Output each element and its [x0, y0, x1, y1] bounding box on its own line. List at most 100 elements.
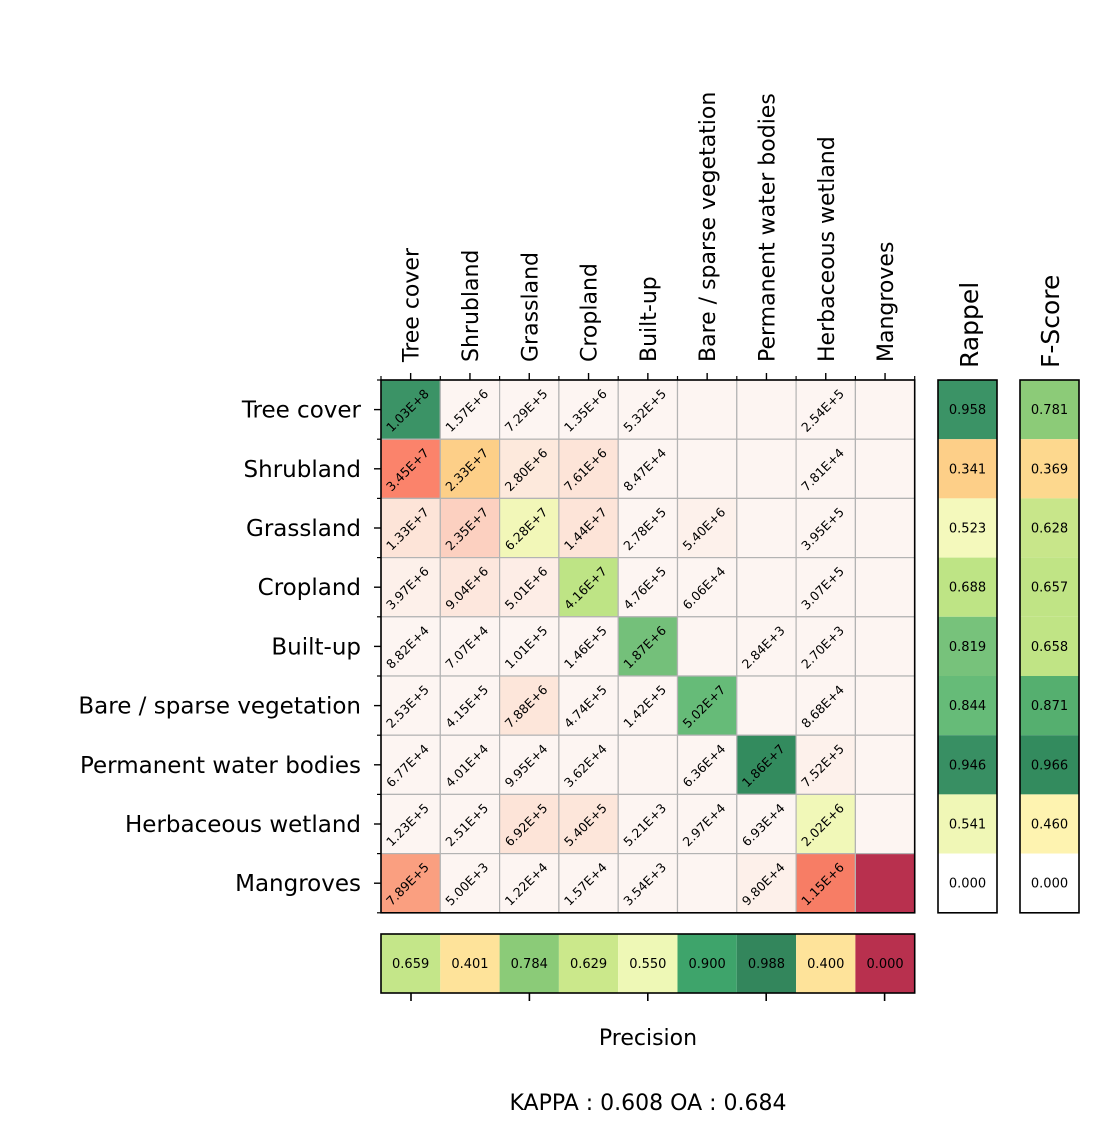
matrix-cell	[854, 438, 916, 500]
matrix-cell	[558, 616, 619, 677]
matrix-cell	[854, 852, 916, 914]
precision-value: 0.988	[748, 957, 785, 972]
precision-cell	[499, 934, 559, 993]
rappel-value: 0.946	[949, 758, 986, 773]
col-label-herbaceous-wetland: Herbaceous wetland	[815, 136, 840, 362]
col-label-shrubland: Shrubland	[459, 250, 484, 362]
confusion-matrix: 1.03E+8 1.57E+6 7.29E+5 1.35E+6 5.32E+5 2.54E…	[78, 92, 916, 914]
row-label-built-up: Built-up	[271, 634, 361, 660]
matrix-cell	[676, 438, 738, 500]
matrix-cell	[617, 734, 679, 796]
matrix-cell	[380, 556, 441, 618]
precision-cell	[558, 934, 619, 993]
matrix-cell	[439, 793, 501, 855]
matrix-cell	[439, 675, 501, 736]
matrix-cell	[854, 793, 916, 855]
fscore-cell	[1020, 439, 1079, 499]
rappel-cell	[938, 794, 997, 854]
rappel-title: Rappel	[955, 282, 984, 368]
row-label-tree-cover: Tree cover	[241, 398, 362, 424]
fscore-value: 0.628	[1031, 522, 1068, 537]
rappel-value: 0.341	[949, 462, 986, 477]
fscore-value: 0.966	[1031, 758, 1068, 773]
row-label-grassland: Grassland	[246, 516, 361, 542]
fscore-cell	[1020, 735, 1079, 795]
col-label-grassland: Grassland	[518, 252, 543, 362]
fscore-value: 0.658	[1031, 640, 1068, 655]
rappel-value: 0.523	[949, 522, 986, 537]
matrix-cell	[380, 616, 441, 677]
matrix-cell	[499, 675, 560, 736]
matrix-cell	[617, 497, 679, 559]
precision-value: 0.000	[866, 957, 903, 972]
precision-value: 0.900	[689, 957, 726, 972]
rappel-cell	[938, 853, 997, 913]
matrix-cell	[676, 556, 738, 618]
matrix-cell	[617, 793, 679, 855]
rappel-cell	[938, 380, 997, 440]
rappel-value: 0.000	[949, 877, 986, 892]
matrix-cell	[854, 675, 916, 736]
matrix-cell	[736, 675, 797, 736]
matrix-cell	[499, 793, 560, 855]
rappel-frame	[937, 379, 998, 914]
rappel-cell	[938, 439, 997, 499]
row-label-herbaceous-wetland: Herbaceous wetland	[125, 812, 361, 838]
matrix-cell	[736, 497, 797, 559]
rappel-value: 0.688	[949, 581, 986, 596]
fscore-cell	[1020, 557, 1079, 617]
matrix-cell	[499, 438, 560, 500]
col-label-cropland: Cropland	[578, 263, 603, 362]
rappel-value: 0.541	[949, 818, 986, 833]
matrix-cell	[380, 379, 441, 440]
rappel-value: 0.844	[949, 699, 986, 714]
precision-cell	[440, 934, 500, 993]
matrix-cell	[617, 556, 679, 618]
precision-value: 0.659	[392, 957, 429, 972]
fscore-cell	[1020, 498, 1079, 558]
matrix-cell	[676, 852, 738, 914]
fscore-value: 0.460	[1031, 818, 1068, 833]
fscore-cell	[1020, 380, 1079, 440]
rappel-cell	[938, 616, 997, 676]
matrix-cell	[676, 734, 738, 796]
matrix-cell	[736, 556, 797, 618]
matrix-cell	[499, 497, 560, 559]
precision-value: 0.784	[511, 957, 548, 972]
matrix-cell	[439, 497, 501, 559]
fscore-value: 0.657	[1031, 581, 1068, 596]
matrix-cell	[676, 379, 738, 440]
fscore-cell	[1020, 853, 1079, 913]
col-label-tree-cover: Tree cover	[400, 247, 425, 363]
fscore-value: 0.369	[1031, 462, 1068, 477]
col-label-permanent-water-bodies: Permanent water bodies	[755, 93, 780, 362]
matrix-cell	[736, 734, 797, 796]
row-label-cropland: Cropland	[258, 575, 361, 601]
col-label-bare-sparse-vegetation: Bare / sparse vegetation	[696, 92, 721, 362]
precision-row: 0.659 0.401 0.784 0.629 0.550 0.900 0.988 0.400…	[380, 933, 916, 1001]
matrix-cell	[439, 438, 501, 500]
row-label-bare-sparse-vegetation: Bare / sparse vegetation	[78, 694, 361, 720]
precision-value: 0.550	[629, 957, 666, 972]
matrix-cell	[676, 675, 738, 736]
rappel-value: 0.819	[949, 640, 986, 655]
matrix-cell	[854, 616, 916, 677]
precision-cell	[736, 934, 797, 993]
precision-cell	[855, 934, 915, 993]
fscore-value: 0.000	[1031, 877, 1068, 892]
col-label-built-up: Built-up	[637, 276, 662, 362]
matrix-cell	[736, 438, 797, 500]
fscore-title: F-Score	[1036, 275, 1065, 368]
matrix-cell	[854, 734, 916, 796]
fscore-cell	[1020, 794, 1079, 854]
fscore-column: F-Score 0.781 0.369 0.628 0.657 0.658 0.871 0.…	[1019, 275, 1080, 914]
matrix-cell	[558, 438, 619, 500]
matrix-cell	[380, 675, 441, 736]
matrix-cell	[795, 556, 856, 618]
rappel-cell	[938, 676, 997, 736]
rappel-cell	[938, 557, 997, 617]
precision-value: 0.401	[451, 957, 488, 972]
row-label-shrubland: Shrubland	[244, 457, 361, 483]
fscore-frame	[1019, 379, 1080, 914]
